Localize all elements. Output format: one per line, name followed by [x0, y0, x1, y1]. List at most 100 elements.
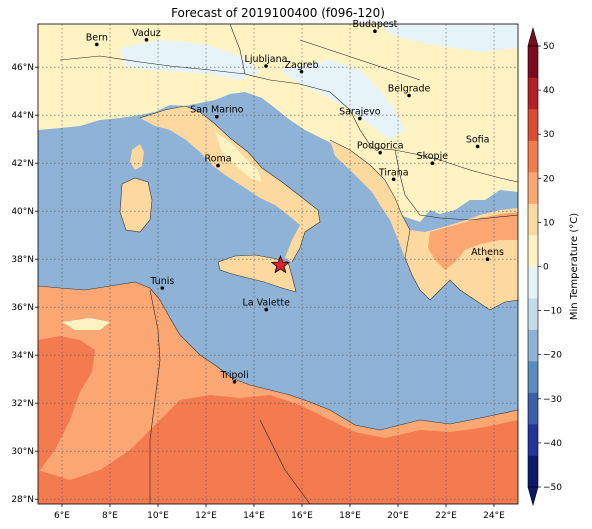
lat-tick-label: 28°N — [11, 495, 34, 505]
lat-tick-label: 36°N — [11, 303, 34, 313]
lon-tick-label: 12°E — [195, 511, 217, 521]
lon-tick-label: 16°E — [291, 511, 313, 521]
colorbar-segment — [528, 235, 538, 267]
colorbar-segment — [528, 392, 538, 425]
city-zagreb: Zagreb — [285, 60, 319, 74]
lon-tick-label: 8°E — [102, 511, 118, 521]
land-italy-cool — [215, 132, 262, 182]
city-label: Sofia — [466, 134, 490, 145]
colorbar-segment — [528, 266, 538, 299]
city-dot — [378, 150, 383, 155]
city-label: Tripoli — [220, 370, 249, 381]
colorbar-tick-label: −10 — [543, 307, 562, 317]
lat-tick-label: 38°N — [11, 255, 34, 265]
city-tirana: Tirana — [378, 167, 409, 182]
colorbar-tick-label: −50 — [543, 483, 562, 493]
colorbar: 50 40 30 20 10 0 −10 −20 −30 −40 −50 Min Temperatur… — [527, 26, 580, 507]
city-label: Ljubljana — [245, 54, 288, 65]
city-label: Zagreb — [285, 60, 319, 71]
lon-tick-label: 18°E — [339, 511, 361, 521]
city-dot — [216, 163, 220, 168]
city-label: La Valette — [242, 298, 290, 309]
city-roma: Roma — [204, 154, 232, 168]
city-budapest: Budapest — [352, 19, 398, 33]
city-podgorica: Podgorica — [357, 141, 404, 155]
land-balkans-cold — [280, 60, 405, 140]
city-ljubljana: Ljubljana — [245, 54, 288, 68]
land-carpath-cold — [380, 24, 518, 52]
colorbar-tick-label: −20 — [543, 351, 562, 361]
city-label: Sarajevo — [339, 107, 381, 118]
city-label: Roma — [204, 154, 231, 165]
colorbar-tick-label: 40 — [543, 86, 555, 96]
city-tunis: Tunis — [149, 276, 174, 290]
lat-tick-label: 42°N — [11, 159, 34, 169]
land-balkan-coast — [330, 140, 518, 310]
city-san-marino: San Marino — [190, 105, 244, 119]
city-dot — [407, 93, 411, 98]
city-dot — [144, 38, 149, 42]
lat-tick-label: 32°N — [11, 399, 34, 409]
land-coast-pale — [62, 318, 110, 330]
lat-tick-label: 30°N — [11, 447, 34, 457]
city-label: Tunis — [149, 276, 174, 287]
city-dot — [485, 257, 490, 262]
city-dot — [264, 307, 269, 312]
city-label: Vaduz — [132, 28, 161, 39]
colorbar-tick-label: −40 — [543, 439, 562, 449]
city-sofia: Sofia — [466, 134, 490, 149]
lon-tick-label: 22°E — [435, 511, 457, 521]
city-skopje: Skopje — [417, 151, 449, 165]
city-dot — [430, 161, 435, 165]
city-la-valette: La Valette — [242, 298, 290, 312]
city-vaduz: Vaduz — [132, 28, 161, 42]
city-label: Belgrade — [388, 84, 431, 95]
colorbar-segment — [528, 46, 538, 78]
city-dot — [232, 380, 237, 384]
colorbar-extend-max — [527, 26, 539, 47]
land-sardinia — [120, 178, 152, 232]
colorbar-tick-label: 20 — [543, 174, 555, 184]
city-dot — [95, 42, 99, 47]
city-dot — [373, 29, 377, 33]
lon-tick-label: 10°E — [147, 511, 169, 521]
city-label: San Marino — [190, 105, 243, 116]
land-corsica — [130, 144, 144, 170]
colorbar-label: Min Temperature (°C) — [569, 213, 580, 320]
lat-tick-label: 44°N — [11, 111, 34, 121]
colorbar-segment — [528, 109, 538, 141]
lon-tick-label: 6°E — [54, 511, 70, 521]
star-marker — [270, 255, 291, 274]
colorbar-tick-label: −30 — [543, 395, 562, 405]
colorbar-segment — [528, 329, 538, 362]
colorbar-segment — [528, 203, 538, 236]
map-title: Forecast of 2019100400 (f096-120) — [171, 6, 385, 20]
city-dot — [391, 177, 396, 182]
colorbar-segment — [528, 298, 538, 330]
coastlines — [38, 105, 518, 431]
colorbar-tick-label: 0 — [543, 263, 549, 273]
lon-tick-label: 20°E — [387, 511, 409, 521]
colorbar-segment — [528, 424, 538, 456]
colorbar-segment — [528, 77, 538, 110]
city-label: Bern — [86, 32, 108, 43]
city-dot — [475, 144, 480, 149]
land-alps-cold — [120, 40, 260, 80]
colorbar-tick-label: 10 — [543, 218, 555, 228]
colorbar-segment — [528, 455, 538, 488]
city-belgrade: Belgrade — [388, 84, 431, 98]
city-label: Tirana — [378, 167, 409, 178]
city-dot — [358, 116, 362, 121]
city-label: Budapest — [352, 19, 397, 30]
city-label: Podgorica — [357, 141, 404, 152]
city-athens: Athens — [471, 247, 504, 262]
colorbar-tick-label: 30 — [543, 130, 555, 140]
city-label: Athens — [471, 247, 504, 258]
axis-ticks: 6°E 8°E 10°E 12°E 14°E 16°E 18°E 20°E 22°E 24°E 46… — [11, 63, 505, 521]
gridlines — [38, 24, 518, 504]
lat-tick-label: 34°N — [11, 351, 34, 361]
city-label: Skopje — [417, 151, 449, 162]
city-dot — [215, 114, 219, 119]
colorbar-segment — [528, 140, 538, 173]
